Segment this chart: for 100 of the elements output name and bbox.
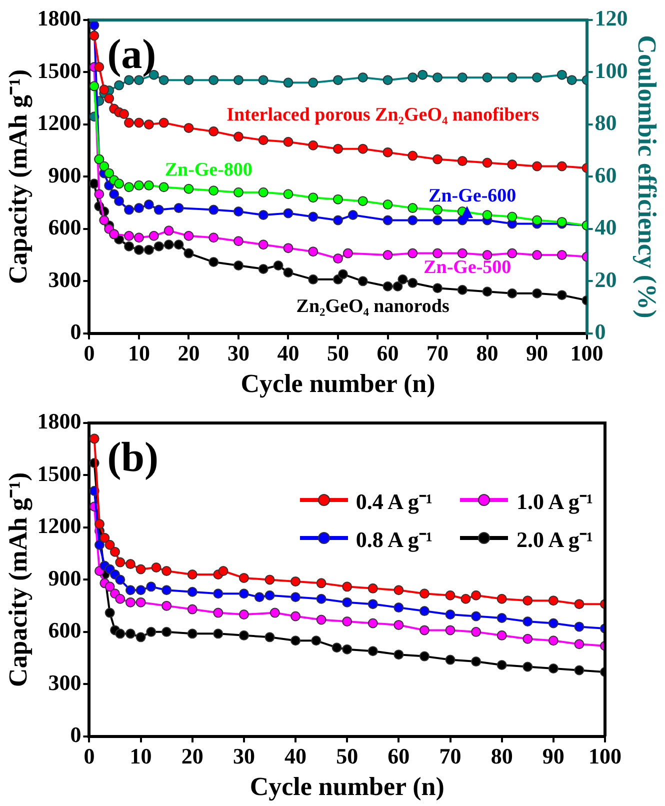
point xyxy=(496,660,507,670)
point xyxy=(104,582,115,592)
point xyxy=(119,109,130,120)
point xyxy=(264,590,275,600)
point xyxy=(382,215,393,226)
x-tick-label: 50 xyxy=(336,743,358,768)
point xyxy=(471,656,482,667)
point xyxy=(164,240,174,250)
point xyxy=(548,636,558,646)
point xyxy=(184,230,194,241)
series-label: Interlaced porous Zn₂GeO₄ nanofibers xyxy=(226,104,540,126)
point xyxy=(556,250,567,260)
point xyxy=(457,248,468,258)
x-axis-title: Cycle number (n) xyxy=(250,772,444,802)
point xyxy=(104,540,115,550)
point xyxy=(408,248,418,258)
legend-label: 1.0 A g⁻¹ xyxy=(516,488,593,515)
point xyxy=(184,184,194,194)
legend-label: 0.4 A g⁻¹ xyxy=(356,488,432,515)
point xyxy=(162,585,172,596)
point xyxy=(556,70,567,80)
point xyxy=(507,248,518,258)
y-tick-label: 1500 xyxy=(37,460,82,486)
point xyxy=(238,588,249,599)
point xyxy=(100,532,110,543)
point xyxy=(273,260,284,270)
point xyxy=(208,204,219,215)
x-tick-label: 70 xyxy=(439,743,462,768)
series-label: Zn-Ge-500 xyxy=(424,257,512,278)
point xyxy=(432,283,443,294)
point xyxy=(89,20,100,30)
point xyxy=(208,232,219,243)
x-tick-label: 30 xyxy=(232,743,255,768)
point xyxy=(187,569,198,580)
point xyxy=(548,618,558,628)
y-axis-title: Capacity (mAh g⁻¹) xyxy=(3,472,32,688)
point xyxy=(496,613,507,624)
point xyxy=(408,203,418,214)
point xyxy=(162,566,172,576)
x-tick-label: 80 xyxy=(476,340,498,366)
point xyxy=(213,628,224,639)
point xyxy=(136,585,146,596)
point xyxy=(115,594,126,604)
point xyxy=(308,78,318,88)
point xyxy=(94,189,104,200)
point xyxy=(532,250,542,260)
point xyxy=(158,75,169,86)
point xyxy=(162,600,172,611)
x-tick-label: 60 xyxy=(376,340,399,366)
point xyxy=(382,281,393,292)
point xyxy=(482,210,492,220)
point xyxy=(432,215,443,226)
point xyxy=(342,248,353,258)
point xyxy=(213,588,224,599)
point xyxy=(208,126,219,136)
point xyxy=(419,651,430,662)
point xyxy=(507,72,518,82)
point xyxy=(124,182,134,192)
point xyxy=(148,230,159,241)
point xyxy=(333,194,343,204)
point xyxy=(124,230,134,241)
point xyxy=(394,602,404,613)
point xyxy=(507,160,518,170)
point xyxy=(264,574,275,585)
point xyxy=(574,639,584,650)
point xyxy=(184,248,194,258)
point xyxy=(233,75,244,86)
point xyxy=(162,626,172,637)
point xyxy=(114,196,124,206)
point xyxy=(574,622,584,632)
annotation: (a) xyxy=(107,32,156,78)
y2-tick-label: 80 xyxy=(594,110,617,136)
y2-tick-label: 60 xyxy=(594,162,617,188)
point xyxy=(507,288,518,298)
point xyxy=(432,248,443,258)
point xyxy=(134,118,144,128)
point xyxy=(124,204,134,215)
y-tick-label: 1200 xyxy=(37,110,82,136)
point xyxy=(154,241,164,252)
point xyxy=(445,610,456,620)
y2-tick-label: 120 xyxy=(594,6,628,31)
point xyxy=(308,274,318,284)
x-tick-label: 20 xyxy=(181,743,204,768)
point xyxy=(574,665,584,676)
point xyxy=(94,62,104,72)
point xyxy=(258,187,268,198)
y-axis-title: Capacity (mAh g⁻¹) xyxy=(3,69,32,284)
point xyxy=(134,244,144,255)
y-tick-label: 900 xyxy=(48,565,82,590)
point xyxy=(115,557,126,568)
point xyxy=(89,30,100,41)
point xyxy=(382,250,393,260)
point xyxy=(146,582,156,592)
point xyxy=(258,135,268,146)
point xyxy=(283,267,294,278)
point xyxy=(382,75,393,86)
point xyxy=(89,81,100,92)
point xyxy=(134,180,144,190)
point xyxy=(125,597,136,608)
point xyxy=(308,212,318,222)
